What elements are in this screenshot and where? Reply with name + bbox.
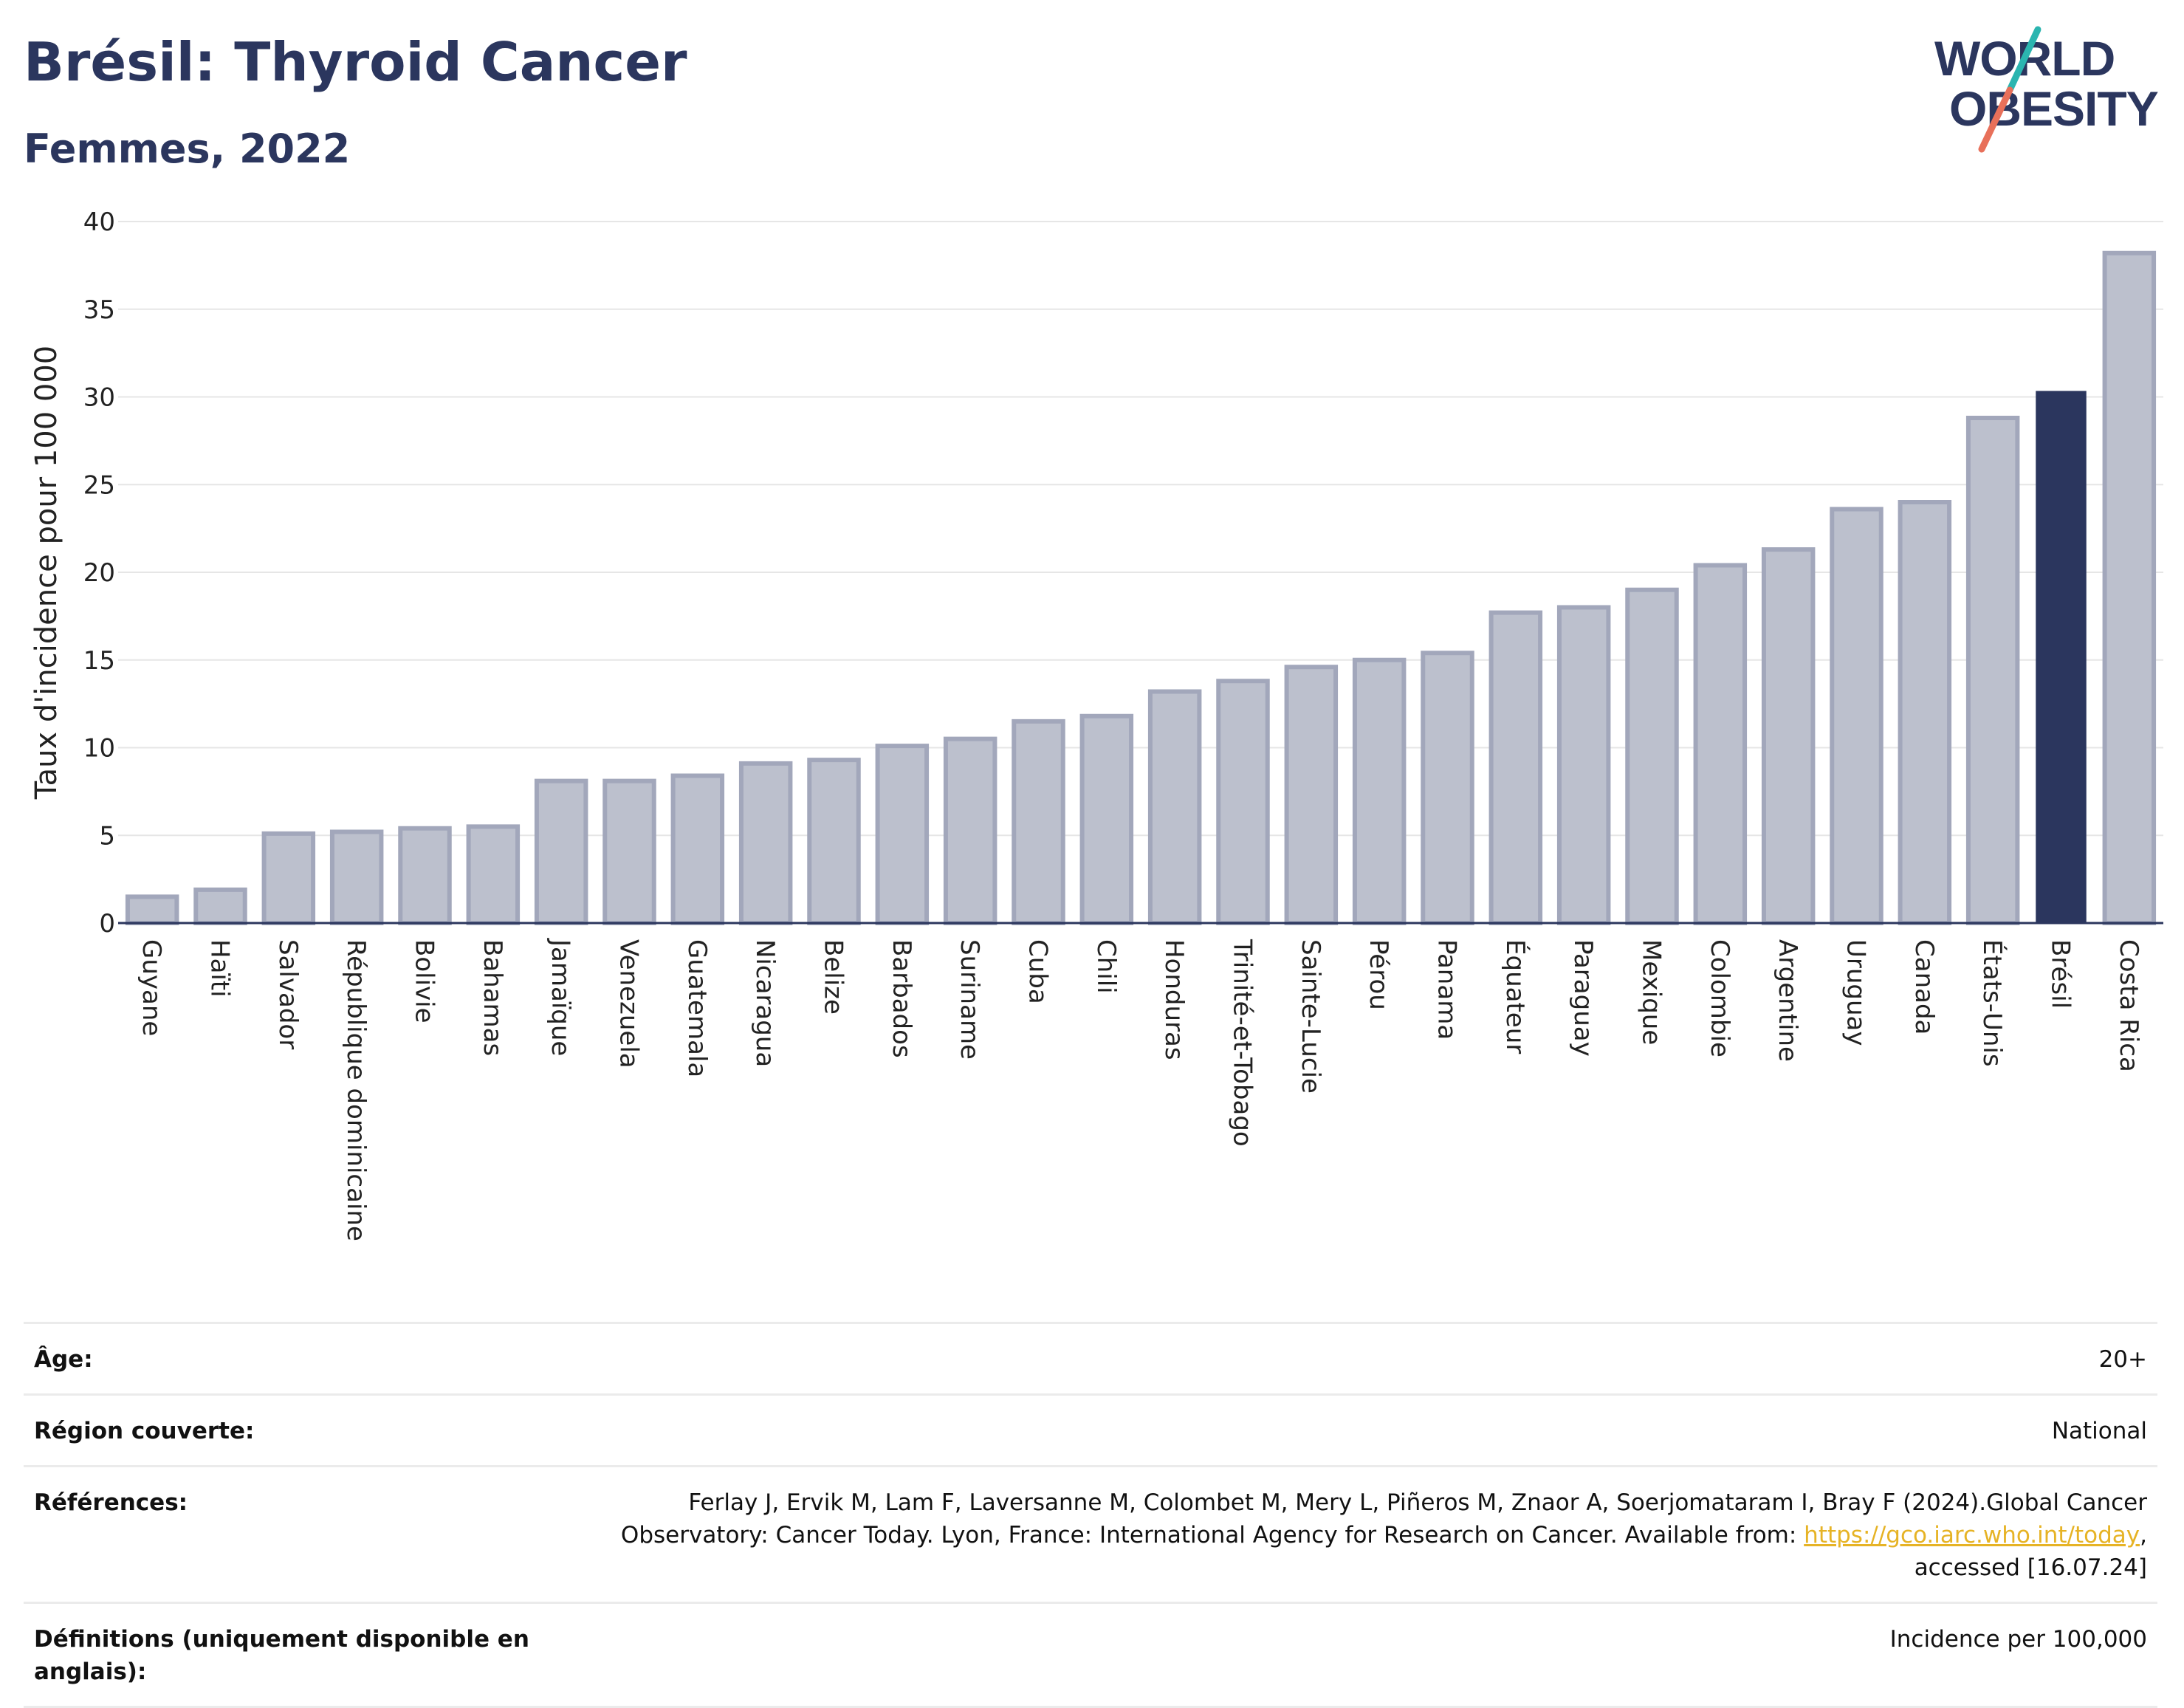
y-tick-label: 10 — [83, 734, 115, 764]
y-tick-label: 40 — [83, 208, 115, 237]
bar — [1761, 547, 1816, 925]
x-tick-label: Haïti — [205, 939, 235, 998]
x-tick-label: Guatemala — [682, 939, 712, 1077]
x-tick-label: Chili — [1091, 939, 1121, 994]
x-tick-label: République dominicaine — [341, 939, 371, 1241]
x-tick-label: Jamaïque — [546, 938, 575, 1056]
metadata-table: Âge: 20+ Région couverte: National Référ… — [24, 1322, 2157, 1708]
info-row-region: Région couverte: National — [24, 1393, 2157, 1465]
chart-title: Brésil: Thyroid Cancer — [24, 31, 687, 93]
y-axis-title: Taux d'incidence pour 100 000 — [30, 346, 63, 800]
info-row-references: Références: Ferlay J, Ervik M, Lam F, La… — [24, 1465, 2157, 1602]
y-tick-label: 30 — [83, 383, 115, 413]
x-tick-label: Uruguay — [1841, 939, 1871, 1046]
bar — [466, 824, 521, 925]
x-tick-label: Guyane — [137, 939, 166, 1036]
bar — [670, 773, 725, 925]
bar — [943, 736, 997, 925]
bar — [1352, 657, 1407, 925]
bar — [875, 744, 930, 925]
x-tick-label: Argentine — [1773, 939, 1802, 1062]
x-tick-label: Équateur — [1500, 939, 1531, 1054]
info-value-region: National — [2051, 1418, 2147, 1444]
info-label-region: Région couverte: — [34, 1418, 255, 1444]
info-row-age: Âge: 20+ — [24, 1322, 2157, 1393]
bar — [738, 761, 793, 925]
x-tick-label: Suriname — [955, 939, 984, 1060]
info-label-age: Âge: — [34, 1346, 93, 1373]
bar — [329, 829, 384, 925]
x-tick-label: Canada — [1909, 939, 1939, 1035]
bar — [1284, 665, 1339, 925]
x-tick-label: Nicaragua — [750, 939, 780, 1067]
bar — [534, 778, 588, 925]
logo-slash-top — [2006, 26, 2042, 94]
bar — [1556, 605, 1611, 925]
logo-line-2: OBESITY — [1949, 81, 2158, 136]
bar — [807, 758, 861, 925]
x-tick-label: Barbados — [887, 939, 916, 1058]
x-tick-label: États-Unis — [1977, 939, 2008, 1067]
info-label-definitions: Définitions (uniquement disponible en an… — [34, 1626, 529, 1685]
bar — [398, 826, 452, 925]
x-tick-label: Colombie — [1705, 939, 1734, 1057]
bar — [2102, 250, 2157, 925]
world-obesity-logo: WORLD OBESITY — [1934, 26, 2159, 153]
bar — [1012, 718, 1065, 925]
chart-subtitle: Femmes, 2022 — [24, 126, 351, 172]
x-tick-label: Belize — [819, 939, 848, 1015]
bar — [2036, 391, 2087, 924]
x-tick-label: Brésil — [2046, 939, 2075, 1009]
y-tick-label: 5 — [99, 821, 115, 851]
y-tick-label: 15 — [83, 646, 115, 676]
y-tick-label: 25 — [83, 470, 115, 500]
x-tick-label: Sainte-Lucie — [1296, 939, 1325, 1094]
x-tick-label: Costa Rica — [2114, 939, 2143, 1072]
bar — [125, 894, 179, 925]
y-tick-label: 0 — [99, 909, 115, 939]
bar — [1830, 507, 1883, 925]
info-row-definitions: Définitions (uniquement disponible en an… — [24, 1602, 2157, 1708]
x-tick-label: Pérou — [1364, 939, 1393, 1010]
bar — [1421, 651, 1474, 925]
x-tick-label: Trinité-et-Tobago — [1228, 939, 1257, 1147]
info-value-age: 20+ — [2098, 1346, 2147, 1373]
bar — [261, 831, 316, 925]
x-tick-label: Cuba — [1023, 939, 1053, 1004]
logo-slash-bottom — [1978, 86, 2013, 153]
bar — [193, 887, 247, 925]
bar — [1693, 563, 1748, 925]
reference-text: Ferlay J, Ervik M, Lam F, Laversanne M, … — [620, 1489, 2147, 1548]
x-tick-label: Mexique — [1637, 939, 1666, 1045]
reference-accessed: , accessed [16.07.24] — [1914, 1522, 2147, 1581]
x-tick-label: Venezuela — [614, 939, 644, 1069]
info-label-references: Références: — [34, 1489, 188, 1516]
x-tick-label: Bahamas — [478, 939, 507, 1056]
bar — [1965, 416, 2020, 925]
x-tick-label: Bolivie — [410, 939, 439, 1023]
bar — [1898, 500, 1952, 925]
x-tick-label: Panama — [1432, 939, 1462, 1040]
bar — [1625, 587, 1679, 925]
x-tick-label: Honduras — [1159, 939, 1189, 1060]
bar — [1216, 679, 1270, 925]
bar — [1147, 689, 1202, 925]
bar — [602, 778, 656, 925]
y-tick-label: 20 — [83, 558, 115, 588]
info-value-references: Ferlay J, Ervik M, Lam F, Laversanne M, … — [567, 1486, 2147, 1584]
bar-chart: 0 5 10 15 20 25 30 35 40 Taux d'incidence pour 10… — [30, 208, 2163, 1241]
bar — [1488, 610, 1543, 925]
y-tick-label: 35 — [83, 295, 115, 325]
x-tick-label: Salvador — [273, 939, 303, 1049]
bar — [1079, 713, 1134, 925]
reference-link[interactable]: https://gco.iarc.who.int/today — [1804, 1522, 2140, 1548]
x-tick-label: Paraguay — [1568, 939, 1598, 1057]
info-value-definitions: Incidence per 100,000 — [1889, 1626, 2147, 1653]
